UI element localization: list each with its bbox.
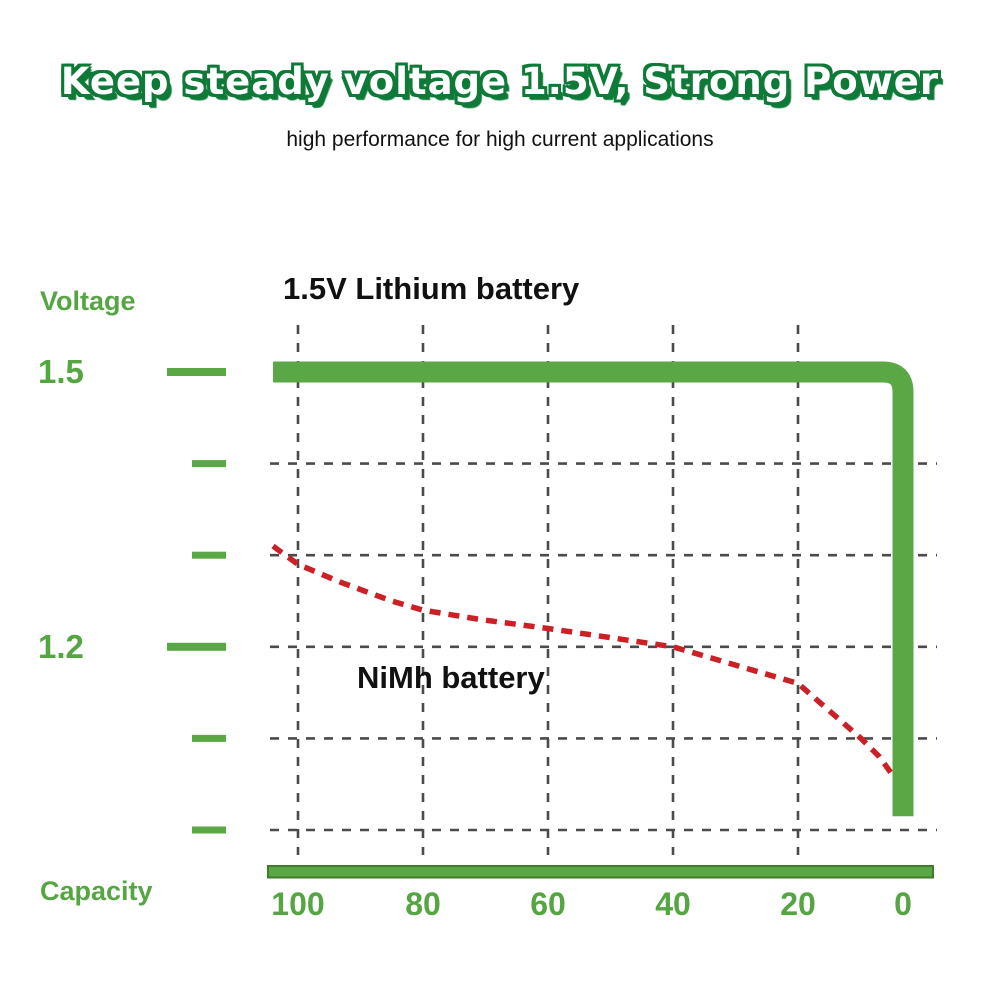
x-axis-title: Capacity [40, 876, 153, 906]
x-axis-line [267, 865, 934, 879]
y-axis-tick [192, 460, 226, 468]
x-tick-label: 80 [405, 886, 441, 922]
y-axis-tick [192, 551, 226, 559]
y-axis-tick [167, 642, 226, 651]
x-tick-label: 20 [780, 886, 816, 922]
nimh-series-label: NiMh battery [357, 660, 545, 695]
y-tick-label: 1.2 [38, 627, 84, 665]
x-tick-label: 100 [271, 886, 325, 922]
y-axis-tick [167, 368, 226, 376]
x-tick-label: 0 [894, 886, 912, 922]
lithium-battery-line [273, 361, 914, 817]
page-title: Keep steady voltage 1.5V, Strong Power [60, 60, 940, 103]
x-tick-label: 40 [655, 886, 691, 922]
y-axis-title: Voltage [40, 286, 136, 316]
lithium-series-label: 1.5V Lithium battery [283, 271, 580, 306]
nimh-battery-curve [271, 543, 895, 777]
page-subtitle: high performance for high current applic… [286, 128, 714, 151]
y-tick-label: 1.5 [38, 353, 84, 390]
y-axis-tick [192, 734, 226, 742]
y-axis-tick [192, 826, 226, 834]
x-tick-label: 60 [530, 886, 566, 922]
